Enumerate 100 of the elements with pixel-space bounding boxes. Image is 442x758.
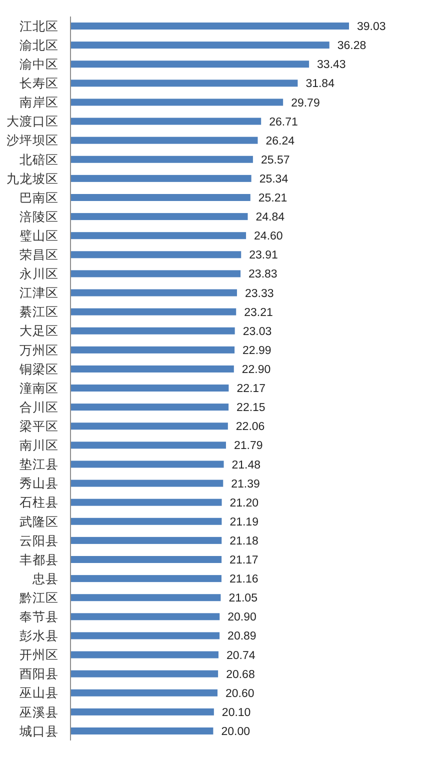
y-tick-label: 酉阳县 [20,666,58,682]
y-tick-label: 垫江县 [20,456,58,472]
data-label: 21.48 [232,459,261,472]
bar [70,651,218,658]
data-label: 23.21 [244,306,273,319]
bar [70,42,330,49]
data-label: 21.16 [229,574,258,586]
data-label: 20.89 [228,630,256,643]
bar [70,98,284,106]
y-tick-label: 丰都县 [20,552,58,567]
data-label: 23.03 [242,326,272,338]
bar [70,536,222,544]
y-tick-label: 忠县 [32,570,58,586]
y-tick-label: 万州区 [20,342,58,358]
bar [70,289,237,296]
y-tick-label: 荣昌区 [20,247,58,262]
y-tick-label: 梁平区 [20,418,58,434]
bar [70,251,242,258]
y-tick-label: 永川区 [20,266,58,282]
y-tick-label: 开州区 [20,647,58,662]
data-label: 20.00 [221,726,250,738]
y-tick-label: 武隆区 [20,514,58,529]
bar [70,136,258,144]
data-label: 26.24 [266,135,296,148]
bar [70,460,224,468]
data-label: 26.71 [269,116,298,128]
data-label: 21.79 [234,440,263,452]
data-label: 24.84 [256,212,286,224]
data-label: 25.21 [258,192,288,205]
data-label: 33.43 [317,59,346,72]
bar [70,213,248,220]
data-label: 21.39 [231,478,260,490]
y-tick-label: 九龙坡区 [6,170,58,186]
y-tick-label: 潼南区 [20,380,58,396]
y-tick-label: 綦江区 [20,304,58,320]
bar [70,174,252,182]
bar [70,632,220,640]
data-label: 24.60 [254,230,283,243]
y-tick-label: 沙坪坝区 [6,132,58,148]
data-label: 20.60 [225,688,254,700]
y-tick-label: 南岸区 [20,94,58,110]
y-tick-label: 长寿区 [20,76,58,91]
y-tick-label: 渝北区 [20,37,58,52]
bar [70,270,241,278]
bar [70,194,250,201]
bar [70,60,310,68]
bar [70,575,222,582]
bar [70,232,246,240]
data-label: 21.17 [230,554,258,567]
y-tick-label: 铜梁区 [18,361,58,376]
data-label: 21.05 [228,592,258,605]
y-tick-label: 秀山县 [20,476,58,491]
y-tick-label: 巫溪县 [20,704,58,720]
y-tick-label: 北碚区 [20,152,58,167]
y-tick-label: 涪陵区 [20,208,58,224]
y-tick-label: 云阳县 [20,532,58,548]
bar [70,556,222,563]
y-tick-label: 璧山区 [20,228,58,243]
y-tick-label: 奉节县 [20,609,58,624]
bar [70,308,236,316]
y-tick-label: 南川区 [20,438,58,453]
y-tick-label: 大足区 [20,323,58,338]
y-tick-label: 彭水县 [20,628,58,644]
y-tick-label: 江津区 [20,285,58,300]
bar [70,689,218,696]
data-label: 22.15 [236,402,266,414]
bar [70,365,234,372]
y-tick-label: 巫山县 [20,685,58,700]
bar [70,498,222,506]
data-label: 21.20 [230,497,259,510]
data-label: 22.90 [242,364,271,376]
data-label: 20.90 [228,612,256,624]
bar [70,22,349,30]
data-label: 20.10 [222,706,251,719]
bar [70,422,228,430]
bar [70,156,253,163]
data-label: 25.57 [260,154,290,166]
data-label: 23.33 [244,288,274,300]
data-label: 25.34 [259,173,289,186]
y-tick-label: 黔江区 [18,590,58,605]
bar [70,442,226,449]
bar [70,670,218,678]
bar [70,384,229,392]
y-tick-label: 合川区 [20,399,58,414]
data-label: 36.28 [337,40,366,52]
bar [70,727,214,734]
bar [70,594,221,602]
data-label: 22.17 [236,383,266,396]
bar [70,327,235,334]
bar [70,613,220,620]
bar [70,480,224,487]
data-label: 20.74 [226,650,256,662]
data-label: 22.99 [242,344,272,357]
bar [70,118,262,125]
y-tick-label: 石柱县 [20,494,58,510]
y-tick-label: 巴南区 [20,190,58,205]
data-label: 20.68 [226,668,255,681]
data-label: 23.91 [249,250,278,262]
data-label: 21.18 [230,535,258,548]
data-label: 39.03 [357,21,386,34]
